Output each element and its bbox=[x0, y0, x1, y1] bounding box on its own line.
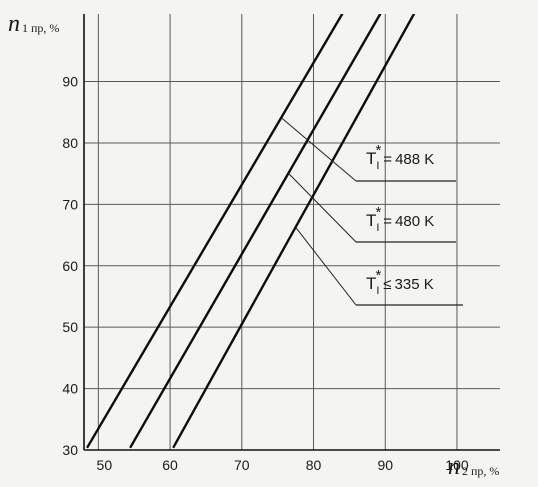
x-tick-label: 50 bbox=[97, 457, 113, 473]
y-tick-label: 60 bbox=[62, 258, 78, 274]
leader-line bbox=[288, 172, 357, 243]
series-line-3 bbox=[172, 14, 416, 449]
x-tick-label: 70 bbox=[234, 457, 250, 473]
series-line-2 bbox=[129, 14, 382, 449]
series-group bbox=[86, 14, 416, 449]
leader-line bbox=[280, 117, 357, 182]
y-tick-label: 80 bbox=[62, 135, 78, 151]
series-line-1 bbox=[86, 14, 344, 449]
series-label: TI*= 488 K bbox=[366, 142, 434, 172]
x-tick-label: 90 bbox=[377, 457, 393, 473]
y-tick-label: 30 bbox=[62, 442, 78, 458]
y-tick-label: 50 bbox=[62, 319, 78, 335]
leader-line bbox=[295, 226, 357, 306]
y-tick-label: 40 bbox=[62, 381, 78, 397]
x-tick-label: 100 bbox=[445, 457, 469, 473]
series-label: TI*= 480 K bbox=[366, 204, 434, 234]
x-tick-label: 60 bbox=[162, 457, 178, 473]
y-tick-label: 70 bbox=[62, 196, 78, 212]
x-tick-label: 80 bbox=[306, 457, 322, 473]
y-tick-label: 90 bbox=[62, 74, 78, 90]
series-label: TI*≤ 335 K bbox=[366, 267, 434, 297]
grid bbox=[84, 14, 500, 451]
